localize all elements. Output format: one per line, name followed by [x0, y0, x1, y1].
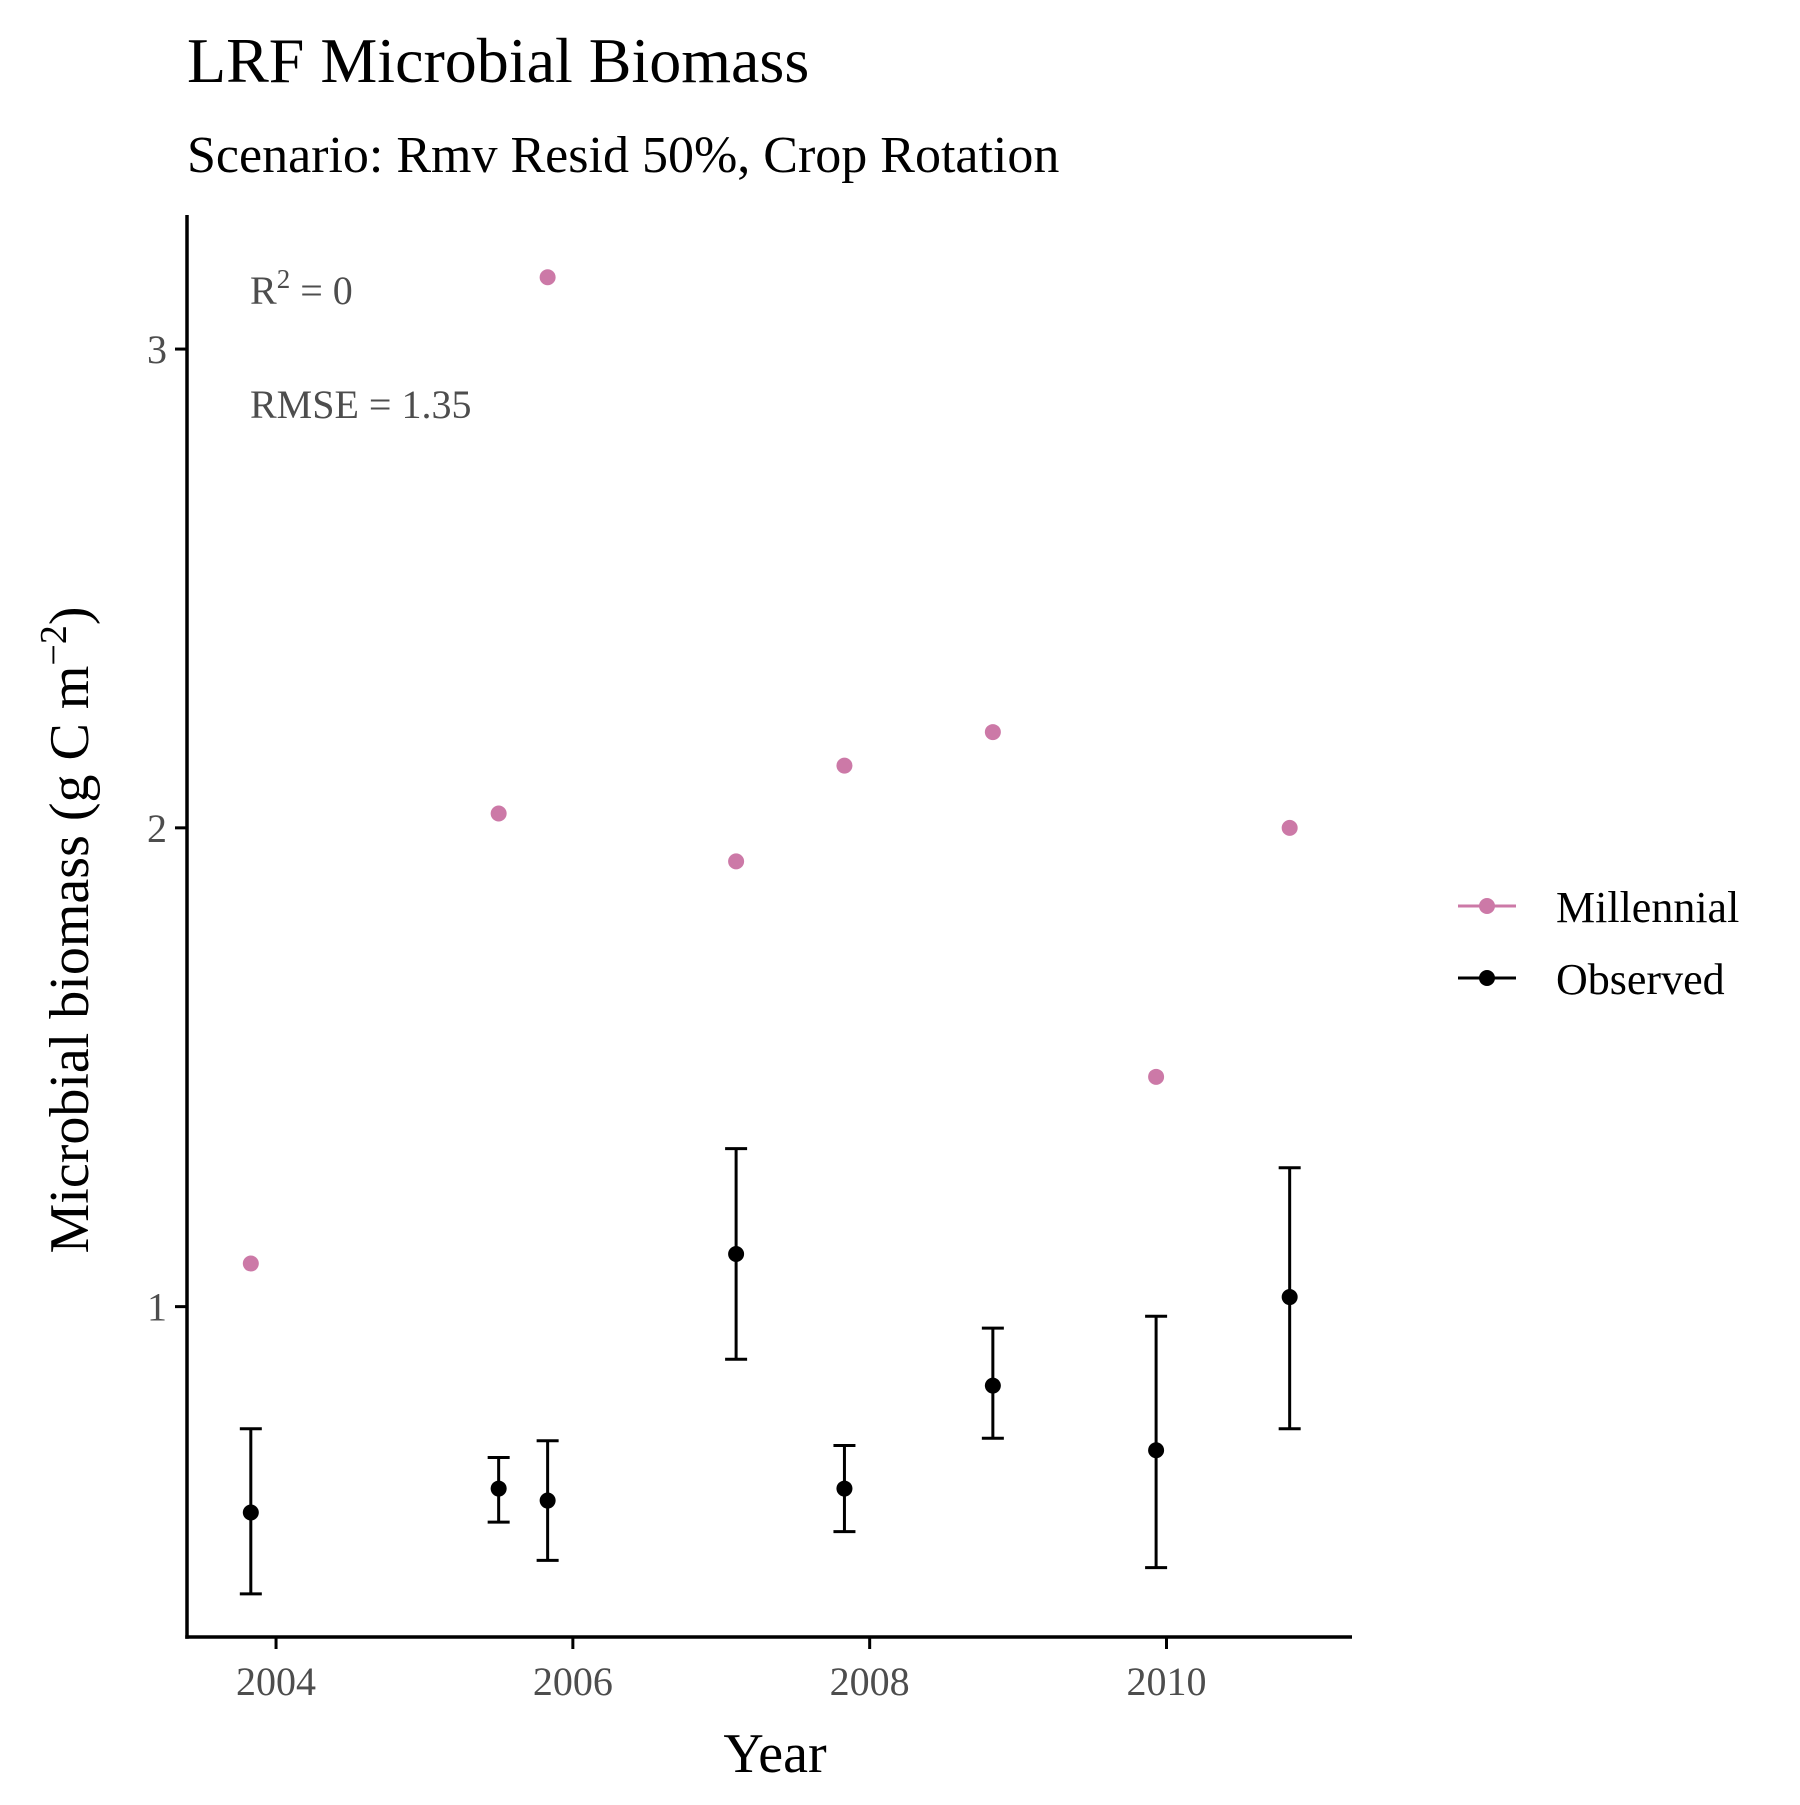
- y-axis-title-prefix: Microbial biomass (g C m: [39, 666, 101, 1254]
- r2-superscript: 2: [277, 264, 291, 294]
- observed-point: [1281, 1289, 1298, 1306]
- x-tick-label: 2004: [236, 1659, 316, 1704]
- x-axis-title: Year: [723, 1723, 827, 1785]
- observed-point: [836, 1480, 853, 1497]
- y-tick-label: 2: [147, 806, 167, 851]
- legend-label-observed: Observed: [1556, 955, 1725, 1004]
- x-tick-label: 2010: [1126, 1659, 1206, 1704]
- observed-point: [242, 1504, 259, 1521]
- millennial-point: [242, 1255, 259, 1272]
- observed-point: [728, 1245, 745, 1262]
- observed-point: [539, 1492, 556, 1509]
- millennial-point: [539, 269, 556, 286]
- y-axis-title-suffix: ): [39, 606, 101, 625]
- x-tick-label: 2008: [830, 1659, 910, 1704]
- millennial-point: [490, 805, 507, 822]
- rmse-annotation: RMSE = 1.35: [250, 382, 471, 427]
- legend: Millennial Observed: [1458, 883, 1739, 1004]
- x-tick-label: 2006: [533, 1659, 613, 1704]
- millennial-point: [984, 724, 1001, 741]
- y-tick-label: 1: [147, 1285, 167, 1330]
- r2-annotation: R2 = 0: [250, 264, 353, 313]
- x-axis-ticks: 2004 2006 2008 2010: [236, 1637, 1206, 1704]
- r2-base: R: [250, 268, 277, 313]
- y-axis-title: Microbial biomass (g C m−2): [33, 606, 101, 1253]
- legend-key-millennial-point: [1479, 898, 1495, 914]
- millennial-point: [836, 757, 853, 774]
- legend-key-observed-point: [1479, 970, 1495, 986]
- y-tick-label: 3: [147, 327, 167, 372]
- observed-point: [1148, 1442, 1165, 1459]
- legend-label-millennial: Millennial: [1556, 883, 1739, 932]
- y-axis-title-superscript: −2: [33, 625, 75, 665]
- r2-value: = 0: [290, 268, 353, 313]
- millennial-point: [1281, 819, 1298, 836]
- chart-subtitle: Scenario: Rmv Resid 50%, Crop Rotation: [187, 127, 1059, 184]
- observed-point: [490, 1480, 507, 1497]
- millennial-point: [728, 853, 745, 870]
- chart-title: LRF Microbial Biomass: [187, 25, 809, 96]
- plot-area: [239, 269, 1301, 1596]
- observed-point: [984, 1377, 1001, 1394]
- millennial-point: [1148, 1068, 1165, 1085]
- y-axis-ticks: 1 2 3: [147, 327, 187, 1330]
